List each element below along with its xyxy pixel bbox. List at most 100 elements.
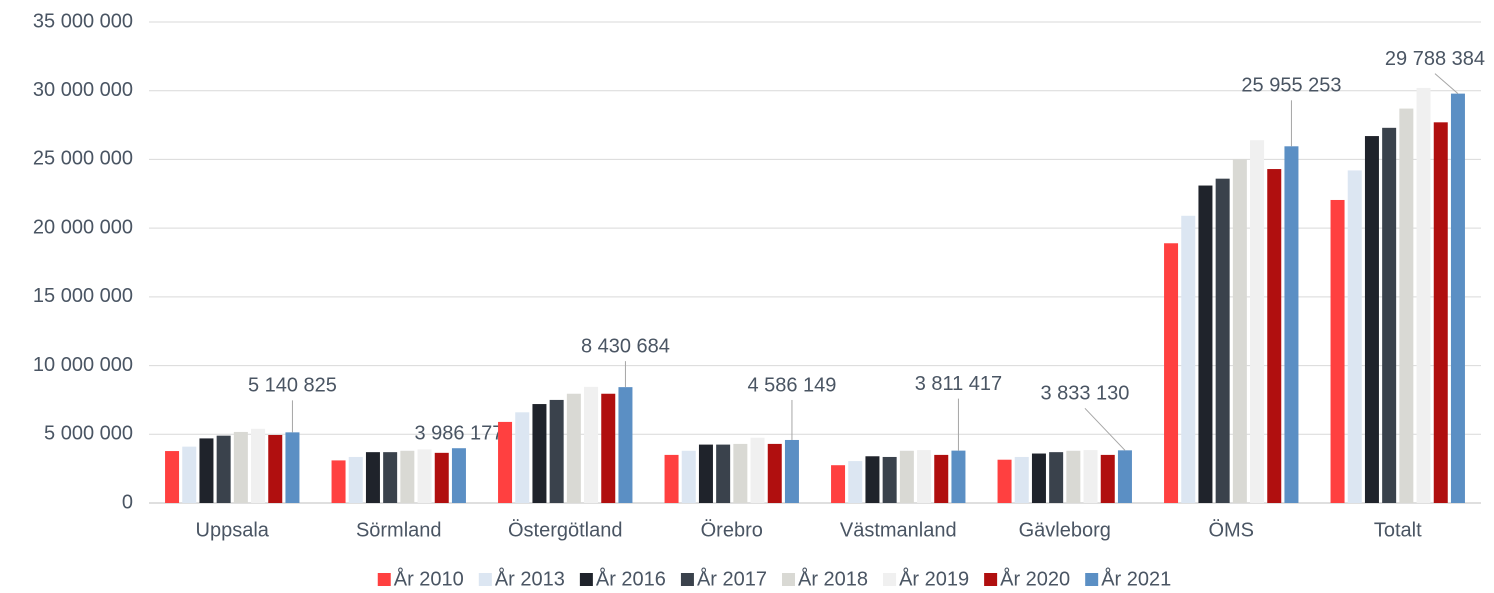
bar — [716, 444, 731, 503]
x-tick-label: Västmanland — [840, 519, 957, 541]
bar — [831, 465, 846, 503]
y-tick-label: 25 000 000 — [33, 148, 133, 170]
bar — [584, 386, 599, 503]
bar — [233, 431, 248, 503]
legend-swatch — [984, 573, 998, 586]
y-tick-label: 15 000 000 — [33, 285, 133, 307]
bar — [733, 443, 748, 503]
data-label: 3 811 417 — [915, 373, 1003, 395]
bar — [1181, 215, 1196, 503]
bar — [1049, 452, 1064, 503]
legend-swatch — [1085, 573, 1099, 586]
bar — [251, 428, 266, 503]
y-tick-label: 35 000 000 — [33, 10, 133, 32]
legend-label: År 2017 — [697, 567, 767, 590]
bar — [899, 450, 914, 503]
x-tick-label: Totalt — [1374, 519, 1422, 541]
bar — [1066, 450, 1081, 503]
y-tick-label: 10 000 000 — [33, 354, 133, 376]
bar — [1330, 199, 1345, 503]
bar — [417, 449, 432, 503]
bar — [767, 443, 782, 503]
bar — [1215, 178, 1230, 503]
bar — [882, 456, 897, 503]
leader-line — [1434, 73, 1459, 94]
bar — [165, 451, 180, 503]
bar — [1450, 93, 1465, 503]
bar — [784, 439, 799, 503]
legend-label: År 2016 — [596, 567, 666, 590]
data-label: 3 986 177 — [414, 422, 503, 444]
legend-swatch — [680, 573, 694, 586]
bar — [934, 454, 949, 503]
bar — [566, 393, 581, 503]
legend-swatch — [579, 573, 593, 586]
data-label: 8 430 684 — [581, 335, 670, 357]
bar — [285, 432, 300, 503]
bar — [451, 448, 466, 503]
bar — [549, 399, 564, 503]
legend-swatch — [883, 573, 897, 586]
x-tick-label: ÖMS — [1208, 519, 1254, 541]
bar — [1416, 87, 1431, 504]
bar — [664, 454, 679, 503]
bar — [365, 452, 380, 503]
bar — [199, 438, 214, 503]
bar — [951, 450, 966, 503]
bar — [1284, 146, 1299, 503]
legend-label: År 2018 — [798, 567, 868, 590]
bar — [1198, 185, 1213, 504]
bar — [182, 446, 197, 503]
data-label: 25 955 253 — [1241, 75, 1341, 97]
bar — [1164, 243, 1179, 503]
bar — [1433, 122, 1448, 503]
legend-label: År 2021 — [1101, 567, 1171, 590]
bar — [698, 444, 713, 503]
bar — [1250, 140, 1265, 503]
x-tick-label: Sörmland — [356, 519, 442, 541]
bar — [1399, 108, 1414, 503]
bar — [331, 460, 346, 503]
bar — [1364, 136, 1379, 503]
legend-label: År 2013 — [495, 567, 565, 590]
bar — [601, 393, 616, 503]
bar — [383, 452, 398, 503]
bar — [1117, 450, 1132, 503]
bar — [997, 459, 1012, 503]
bar — [1031, 453, 1046, 503]
bar — [1347, 170, 1362, 503]
legend-swatch — [478, 573, 492, 586]
bar — [216, 435, 231, 503]
bar — [515, 412, 530, 503]
data-label: 3 833 130 — [1040, 383, 1129, 405]
y-tick-label: 20 000 000 — [33, 216, 133, 238]
bar — [848, 461, 863, 503]
legend-swatch — [782, 573, 795, 586]
bar — [434, 452, 449, 503]
x-tick-label: Örebro — [701, 519, 763, 541]
leader-line — [1084, 407, 1126, 451]
data-label: 29 788 384 — [1385, 48, 1485, 70]
bar — [865, 456, 880, 503]
y-tick-label: 5 000 000 — [44, 423, 133, 445]
data-label: 4 586 149 — [747, 374, 836, 396]
data-label: 5 140 825 — [248, 375, 337, 397]
bar — [498, 421, 513, 503]
bar — [681, 450, 696, 503]
bar — [1382, 127, 1397, 503]
bar — [268, 434, 283, 503]
bar — [1267, 169, 1282, 503]
legend-label: År 2020 — [1000, 567, 1070, 590]
x-tick-label: Gävleborg — [1019, 519, 1111, 541]
bar — [618, 387, 633, 503]
bar — [1083, 450, 1098, 503]
bar — [1232, 159, 1247, 503]
bar — [532, 404, 547, 503]
bar — [348, 456, 363, 503]
bar — [1014, 456, 1029, 503]
bar — [750, 437, 765, 503]
x-tick-label: Östergötland — [508, 519, 623, 541]
y-tick-label: 0 — [122, 491, 133, 513]
bar — [917, 450, 932, 503]
